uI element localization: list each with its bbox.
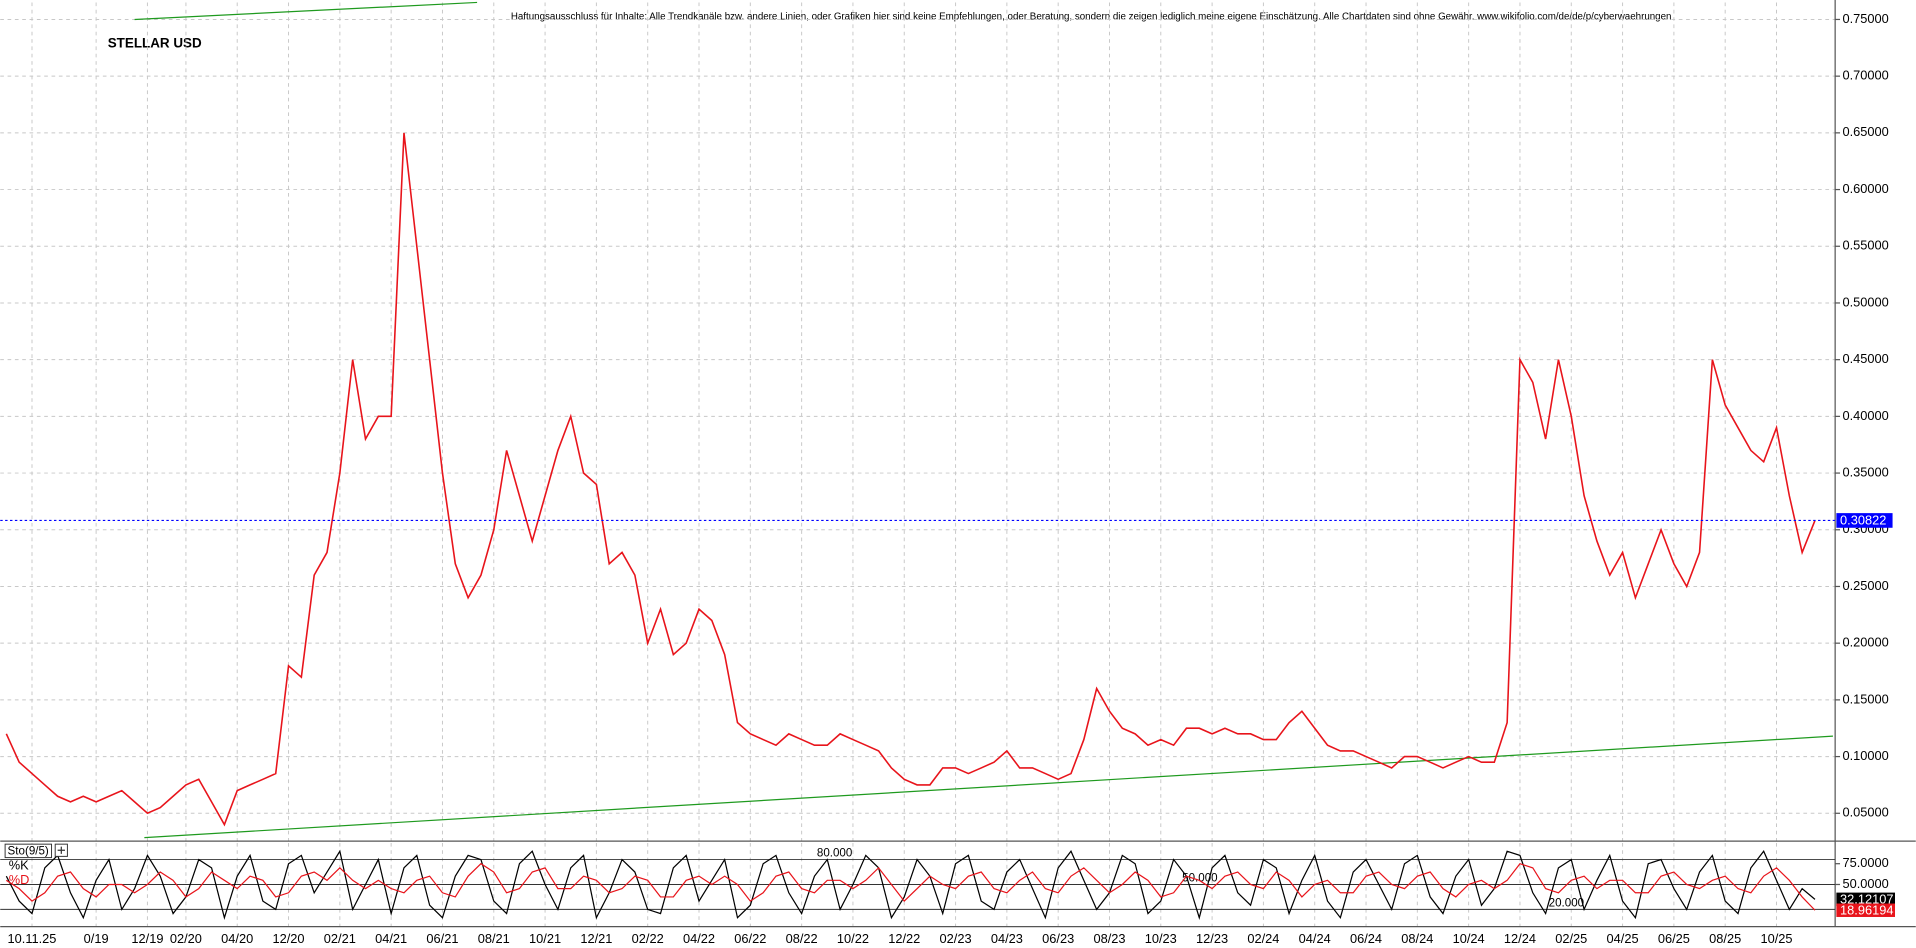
x-tick-label: 10/25 xyxy=(1760,931,1792,946)
last-value-box xyxy=(1836,513,1893,528)
last-value-box xyxy=(1836,903,1896,917)
legend-label: %K xyxy=(9,858,29,873)
chart-title: STELLAR USD xyxy=(108,36,202,51)
x-tick-label: 08/24 xyxy=(1401,931,1433,946)
x-tick-label: 08/25 xyxy=(1709,931,1741,946)
x-tick-label: 08/22 xyxy=(786,931,818,946)
y-tick-label: 0.25000 xyxy=(1842,578,1888,593)
x-tick-label: 12/24 xyxy=(1504,931,1536,946)
x-tick-label: 12/21 xyxy=(580,931,612,946)
x-tick-label: 12/20 xyxy=(272,931,304,946)
x-tick-label: 10/22 xyxy=(837,931,869,946)
y-tick-label: 0.60000 xyxy=(1842,181,1888,196)
x-tick-label: 06/23 xyxy=(1042,931,1074,946)
disclaimer: Haftungsausschluss für Inhalte: Alle Tre… xyxy=(511,12,1672,23)
x-tick-label: 12/22 xyxy=(888,931,920,946)
trend-line xyxy=(144,735,1833,839)
last-value-box xyxy=(1836,892,1896,907)
last-value-label: 18.96194 xyxy=(1840,902,1893,917)
indicator-header: Sto(9/5) xyxy=(4,843,68,859)
x-tick-label: 02/25 xyxy=(1555,931,1587,946)
y-tick-label: 75.0000 xyxy=(1842,855,1888,870)
x-tick-label: 12/19 xyxy=(131,931,163,946)
x-tick-label: 02/24 xyxy=(1247,931,1279,946)
x-tick-label: 10/24 xyxy=(1453,931,1485,946)
price-line xyxy=(5,132,1816,827)
y-tick-label: 0.55000 xyxy=(1842,238,1888,253)
y-tick-label: 0.50000 xyxy=(1842,294,1888,309)
x-tick-label: 10/23 xyxy=(1145,931,1177,946)
level-label: 80.000 xyxy=(817,847,852,860)
x-tick-label: 06/24 xyxy=(1350,931,1382,946)
x-tick-label: 12/23 xyxy=(1196,931,1228,946)
x-tick-label: 08/21 xyxy=(478,931,510,946)
y-tick-label: 0.45000 xyxy=(1842,351,1888,366)
x-tick-label: 06/22 xyxy=(734,931,766,946)
x-tick-label: 04/23 xyxy=(991,931,1023,946)
y-tick-label: 0.10000 xyxy=(1842,748,1888,763)
x-tick-label: 04/20 xyxy=(221,931,253,946)
x-tick-label: 04/25 xyxy=(1607,931,1639,946)
add-icon xyxy=(57,846,65,854)
last-value-label: 0.30822 xyxy=(1840,512,1886,527)
x-tick-label: 04/21 xyxy=(375,931,407,946)
y-tick-label: 0.05000 xyxy=(1842,805,1888,820)
y-tick-label: 0.65000 xyxy=(1842,124,1888,139)
x-tick-label: 10/21 xyxy=(529,931,561,946)
trend-line xyxy=(134,1,478,21)
x-tick-label: 0/19 xyxy=(84,931,109,946)
indicator-box xyxy=(4,843,53,859)
level-label: 20.000 xyxy=(1549,896,1584,909)
legend-label: %D xyxy=(9,872,30,887)
x-tick-label: 04/24 xyxy=(1299,931,1331,946)
y-tick-label: 0.20000 xyxy=(1842,635,1888,650)
y-tick-label: 0.40000 xyxy=(1842,408,1888,423)
x-tick-label: 04/22 xyxy=(683,931,715,946)
y-tick-label: 0.70000 xyxy=(1842,68,1888,83)
y-tick-label: 50.0000 xyxy=(1842,876,1888,891)
x-tick-label: 06/21 xyxy=(426,931,458,946)
y-tick-label: 0.35000 xyxy=(1842,464,1888,479)
x-tick-label: 08/23 xyxy=(1093,931,1125,946)
y-tick-label: 0.75000 xyxy=(1842,11,1888,26)
x-tick-label: 02/21 xyxy=(324,931,356,946)
y-tick-label: 0.15000 xyxy=(1842,691,1888,706)
indicator-line xyxy=(6,862,1816,911)
last-value-label: 32.12107 xyxy=(1840,891,1893,906)
x-tick-label: 10.11.25 xyxy=(8,931,57,946)
x-tick-label: 06/25 xyxy=(1658,931,1690,946)
x-tick-label: 02/20 xyxy=(170,931,202,946)
indicator-title: Sto(9/5) xyxy=(8,845,49,858)
x-tick-label: 02/23 xyxy=(940,931,972,946)
x-tick-label: 02/22 xyxy=(632,931,664,946)
